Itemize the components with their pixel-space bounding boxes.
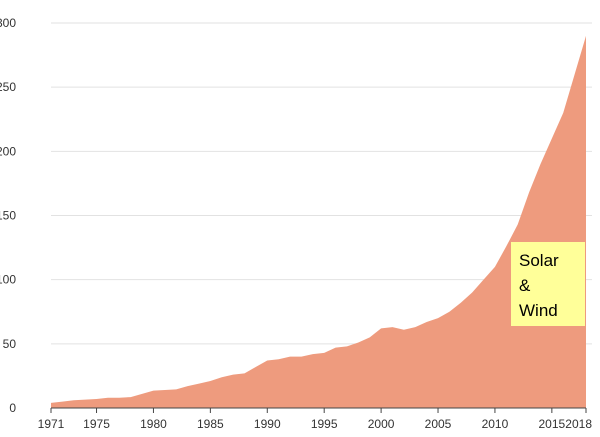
x-axis <box>50 407 587 413</box>
x-tick-label: 1995 <box>311 417 338 431</box>
x-tick-label: 1975 <box>83 417 110 431</box>
x-tick-label: 1971 <box>38 417 65 431</box>
x-tick-label: 2000 <box>368 417 395 431</box>
y-tick-labels: 0 50 100 150 200 250 300 <box>0 16 16 415</box>
area-fill <box>51 35 586 408</box>
y-tick-label: 50 <box>3 337 17 351</box>
x-tick-label: 2005 <box>425 417 452 431</box>
y-tick-label: 300 <box>0 16 16 30</box>
annotation-box: Solar & Wind <box>511 242 585 326</box>
y-tick-label: 0 <box>9 401 16 415</box>
x-tick-label: 1985 <box>197 417 224 431</box>
x-tick-labels: 1971 1975 1980 1985 1990 1995 2000 2005 2010 2015… <box>38 417 593 431</box>
annotation-label: Solar & Wind <box>519 251 559 320</box>
x-tick-label: 1990 <box>254 417 281 431</box>
x-tick-label: 2010 <box>482 417 509 431</box>
y-tick-label: 250 <box>0 80 16 94</box>
y-tick-label: 150 <box>0 209 16 223</box>
y-tick-label: 100 <box>0 273 16 287</box>
x-tick-label: 2018 <box>565 417 592 431</box>
x-tick-label: 2015 <box>538 417 565 431</box>
series-area <box>51 35 586 408</box>
y-tick-label: 200 <box>0 144 16 158</box>
x-tick-label: 1980 <box>140 417 167 431</box>
